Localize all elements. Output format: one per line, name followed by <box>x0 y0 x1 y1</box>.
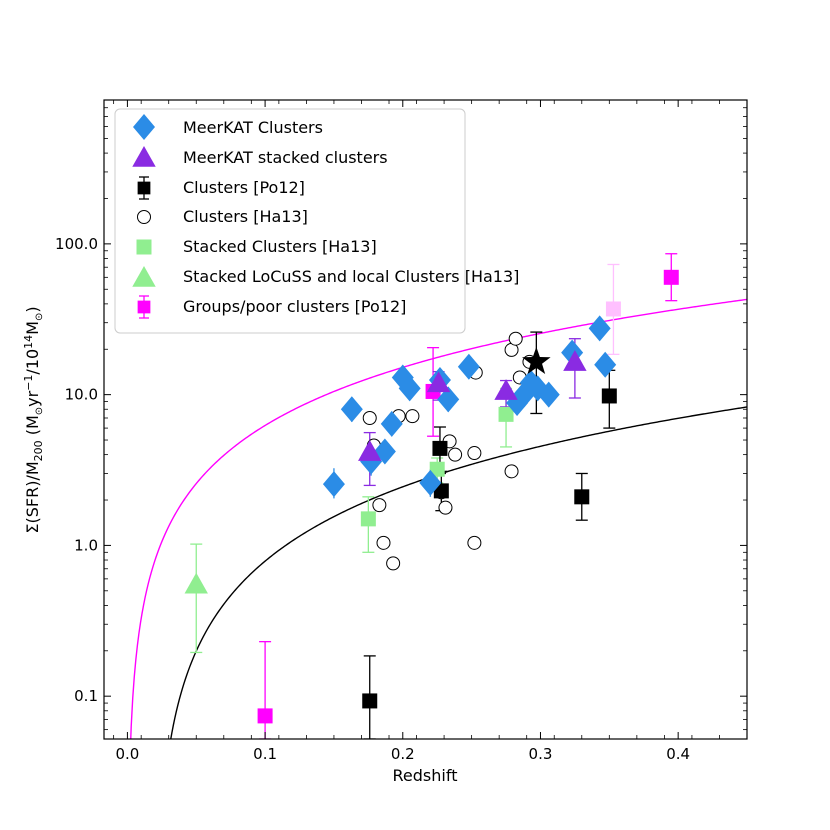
curve-black <box>170 406 747 739</box>
ha13-point <box>386 556 401 571</box>
meerkat-point <box>537 381 560 408</box>
x-tick-label: 0.1 <box>253 745 277 763</box>
po12-point <box>601 388 617 404</box>
ha13-point <box>448 447 463 462</box>
ha13-point <box>508 331 523 346</box>
legend-symbol-groups <box>137 300 151 314</box>
legend-symbol-meerkat <box>133 114 155 140</box>
legend-symbol-po12 <box>137 181 151 195</box>
y-axis-label: Σ(SFR)/M200 (M⊙yr−1/1014M⊙) <box>22 306 45 533</box>
legend-symbol-stacked-meerkat <box>132 146 156 167</box>
y-tick-label: 100.0 <box>55 235 98 253</box>
ha13-point <box>467 446 482 461</box>
legend-label-stacked-ha13: Stacked Clusters [Ha13] <box>183 237 377 256</box>
ha13-point <box>438 500 453 515</box>
groups-point <box>605 301 621 317</box>
y-tick-label: 1.0 <box>74 536 98 554</box>
ha13-point <box>504 464 519 479</box>
ha13-point <box>405 409 420 424</box>
groups-point <box>663 269 679 285</box>
po12-point <box>362 693 378 709</box>
y-tick-label: 10.0 <box>65 386 98 404</box>
ha13-point <box>362 410 377 425</box>
x-tick-label: 0.0 <box>115 745 139 763</box>
ha13-point <box>376 535 391 550</box>
po12-point <box>574 489 590 505</box>
stacked_meerkat-point <box>563 350 587 371</box>
x-tick-label: 0.2 <box>391 745 415 763</box>
legend-symbol-ha13 <box>137 210 151 224</box>
legend: MeerKAT Clusters MeerKAT stacked cluster… <box>114 108 519 334</box>
legend-label-stacked-locuss: Stacked LoCuSS and local Clusters [Ha13] <box>183 267 519 286</box>
data-markers <box>184 269 679 724</box>
x-axis-label: Redshift <box>393 766 458 785</box>
star-point <box>522 346 551 374</box>
curve-magenta <box>130 298 747 739</box>
meerkat-point <box>588 315 611 342</box>
meerkat-point <box>340 396 363 423</box>
fit-curves <box>130 298 747 739</box>
legend-label-po12: Clusters [Po12] <box>183 178 305 197</box>
meerkat-point <box>398 375 421 402</box>
x-tick-label: 0.3 <box>529 745 553 763</box>
legend-symbol-stacked-locuss <box>132 266 156 287</box>
legend-label-ha13: Clusters [Ha13] <box>183 207 308 226</box>
stacked_locuss-point <box>184 572 208 594</box>
stacked_meerkat-point <box>494 379 518 400</box>
stacked_ha13-point <box>498 406 514 422</box>
legend-label-meerkat: MeerKAT Clusters <box>183 118 323 137</box>
legend-box <box>114 108 466 334</box>
legend-symbols <box>132 114 156 319</box>
meerkat-point <box>594 351 617 378</box>
meerkat-point <box>380 410 403 437</box>
legend-label-stacked-meerkat: MeerKAT stacked clusters <box>183 148 388 167</box>
meerkat-point <box>437 386 460 413</box>
x-tick-label: 0.4 <box>666 745 690 763</box>
ha13-point <box>372 498 387 513</box>
groups-point <box>257 708 273 724</box>
po12-point <box>432 440 448 456</box>
ha13-point <box>467 535 482 550</box>
axis-ticks: 0.0 0.1 0.2 0.3 0.4 0.1 1.0 10.0 100.0 <box>55 99 747 763</box>
legend-label-groups: Groups/poor clusters [Po12] <box>183 297 406 316</box>
plot-frame <box>103 99 748 740</box>
meerkat-point <box>322 471 345 498</box>
legend-symbol-stacked-ha13 <box>136 239 152 255</box>
stacked_ha13-point <box>360 511 376 527</box>
meerkat-point <box>419 469 442 496</box>
stacked_ha13-point <box>429 461 445 477</box>
meerkat-point <box>457 353 480 380</box>
stacked_meerkat-point <box>358 440 382 461</box>
y-tick-label: 0.1 <box>74 687 98 705</box>
stacked_meerkat-point <box>426 371 451 393</box>
